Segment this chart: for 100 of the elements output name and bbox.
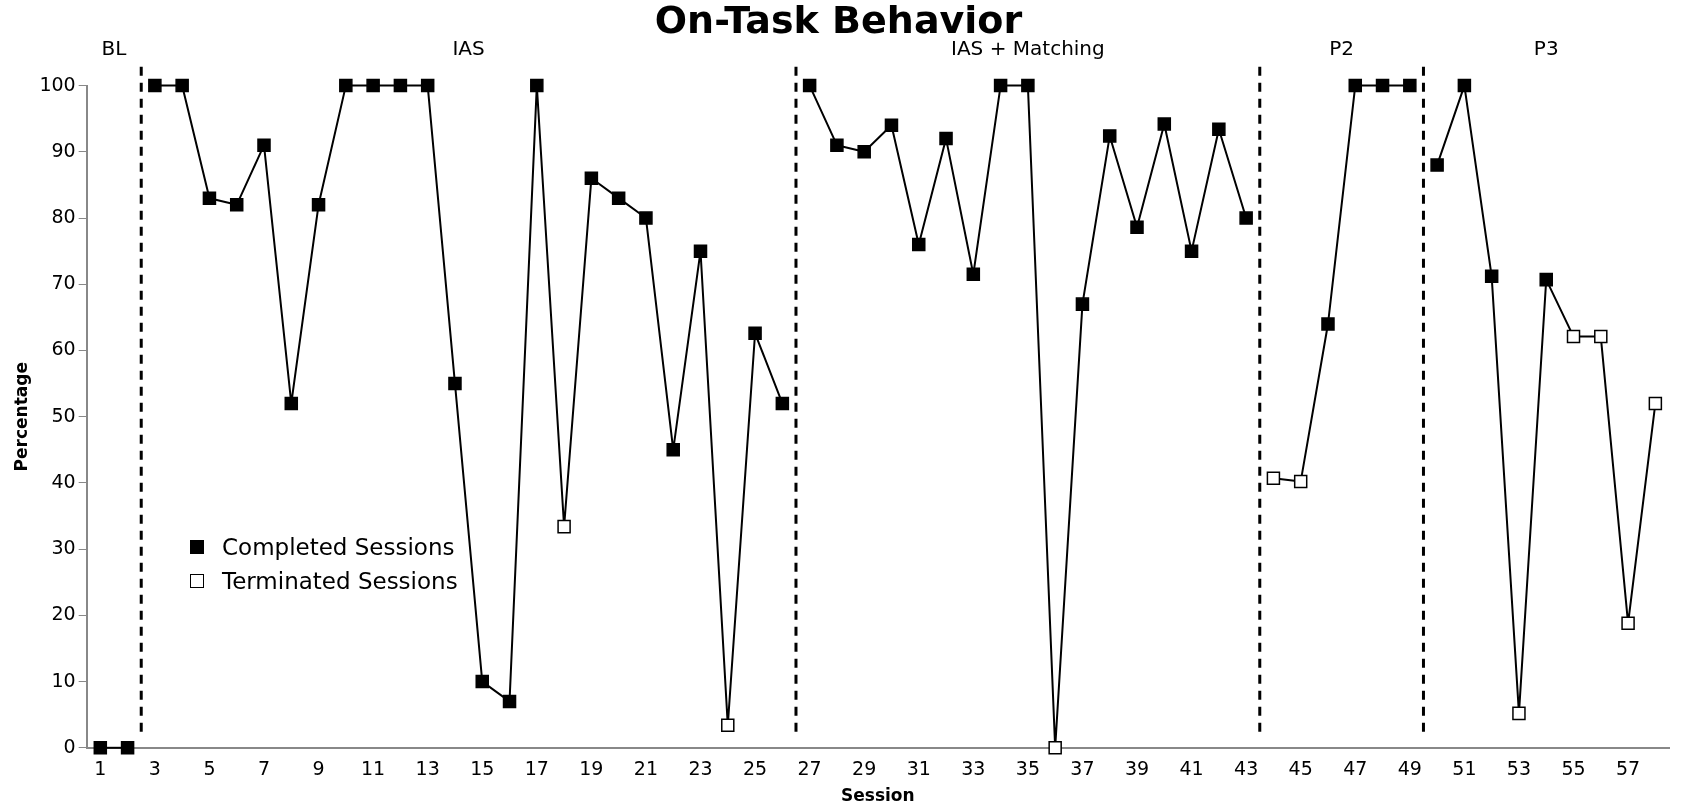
- point: [1321, 317, 1335, 331]
- point: [1048, 741, 1062, 755]
- x-tick-label: 25: [742, 757, 768, 780]
- x-tick-label: 39: [1124, 757, 1150, 780]
- x-tick-label: 35: [1015, 757, 1040, 780]
- point: [1266, 471, 1281, 486]
- point: [311, 198, 326, 212]
- point: [721, 718, 735, 733]
- x-tick-label: 13: [415, 757, 440, 780]
- point: [557, 519, 571, 534]
- point: [1212, 122, 1226, 137]
- point: [1566, 329, 1581, 344]
- point: [502, 694, 517, 709]
- point: [475, 674, 490, 689]
- y-tick-label: 50: [51, 403, 76, 426]
- point: [912, 237, 926, 252]
- x-tick-label: 55: [1561, 757, 1586, 780]
- point: [1102, 129, 1117, 143]
- x-tick-label: 15: [470, 757, 495, 780]
- x-tick-label: 33: [961, 757, 986, 780]
- x-tick-label: 23: [688, 757, 713, 780]
- point: [120, 741, 135, 755]
- point: [393, 78, 408, 93]
- point: [666, 443, 680, 457]
- point: [857, 145, 871, 159]
- y-tick-label: 100: [39, 72, 76, 95]
- point: [1130, 220, 1144, 235]
- y-tick-label: 60: [51, 337, 76, 360]
- point: [1293, 474, 1308, 489]
- y-tick-label: 20: [51, 602, 76, 625]
- x-tick-label: 43: [1234, 757, 1259, 780]
- x-tick-label: 53: [1506, 757, 1532, 780]
- point: [420, 78, 435, 93]
- x-tick-label: 21: [633, 757, 659, 780]
- text: BL: [101, 35, 128, 60]
- x-tick-label: 5: [203, 757, 216, 780]
- text: IAS: [452, 35, 485, 60]
- x-tick-label: 37: [1070, 757, 1095, 780]
- legend-label: Completed Sessions: [222, 534, 455, 560]
- x-tick-label: 11: [361, 757, 386, 780]
- y-tick-label: 80: [51, 204, 76, 227]
- point: [884, 118, 899, 133]
- point: [802, 78, 817, 93]
- y-tick-label: 70: [51, 271, 76, 294]
- x-tick-label: 45: [1288, 757, 1313, 780]
- x-tick-label: 7: [257, 757, 271, 780]
- point: [993, 78, 1008, 93]
- x-tick-label: 31: [906, 757, 931, 780]
- point: [366, 78, 380, 93]
- point: [611, 191, 626, 205]
- text: P3: [1533, 35, 1559, 60]
- point: [1430, 158, 1444, 172]
- point: [1184, 244, 1199, 258]
- point: [966, 267, 981, 282]
- point: [284, 396, 299, 411]
- point: [1594, 329, 1608, 344]
- x-tick-label: 29: [852, 757, 877, 780]
- point: [148, 78, 162, 93]
- point: [693, 244, 708, 258]
- y-tick-label: 40: [51, 469, 76, 492]
- point: [530, 78, 544, 93]
- point: [1403, 78, 1417, 93]
- point: [1539, 272, 1553, 287]
- point: [1457, 78, 1472, 93]
- point: [1648, 396, 1663, 411]
- point: [448, 376, 462, 391]
- point: [1484, 269, 1499, 284]
- x-tick-label: 3: [148, 757, 161, 780]
- point: [1075, 297, 1090, 311]
- y-tick-label: 30: [51, 536, 76, 559]
- x-tick-label: 51: [1452, 757, 1477, 780]
- legend-label: Terminated Sessions: [222, 568, 458, 594]
- x-tick-label: 27: [797, 757, 822, 780]
- text: P2: [1329, 35, 1355, 60]
- x-tick-label: 49: [1397, 757, 1422, 780]
- point: [93, 741, 108, 755]
- point: [339, 78, 353, 93]
- y-axis-title: Percentage: [10, 362, 31, 472]
- point: [1021, 78, 1035, 93]
- y-tick-label: 90: [51, 138, 76, 161]
- point: [1512, 706, 1526, 721]
- point: [639, 211, 653, 225]
- x-tick-label: 9: [312, 757, 325, 780]
- x-tick-label: 17: [524, 757, 549, 780]
- point: [1375, 78, 1390, 93]
- x-tick-label: 1: [94, 757, 107, 780]
- point: [202, 191, 217, 205]
- point: [175, 78, 189, 93]
- point: [584, 171, 599, 186]
- y-tick-label: 10: [51, 668, 76, 691]
- point: [229, 198, 244, 212]
- point: [1621, 616, 1635, 631]
- x-axis-title: Session: [841, 785, 915, 806]
- point: [830, 138, 844, 152]
- x-tick-label: 57: [1615, 757, 1641, 780]
- x-tick-label: 41: [1179, 757, 1204, 780]
- point: [939, 131, 953, 146]
- point: [257, 138, 271, 152]
- x-tick-label: 19: [579, 757, 604, 780]
- point: [748, 326, 762, 341]
